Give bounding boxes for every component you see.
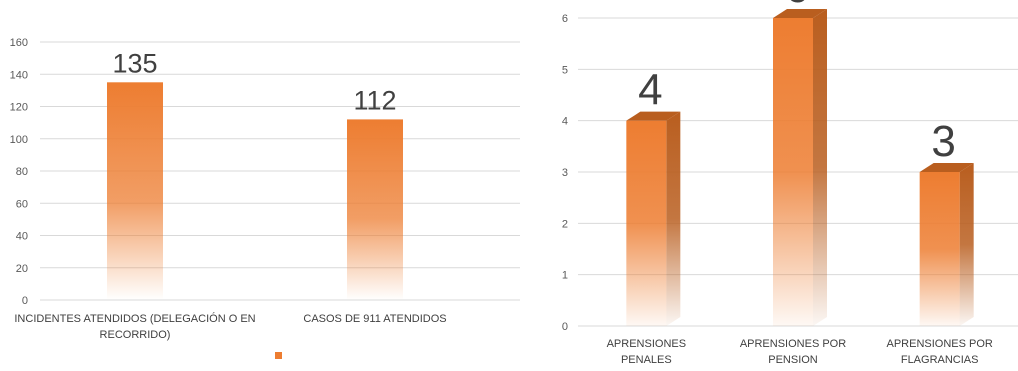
bar bbox=[773, 18, 813, 326]
x-tick-label: CASOS DE 911 ATENDIDOS bbox=[303, 313, 446, 325]
y-tick-label: 2 bbox=[562, 218, 568, 230]
bar-top bbox=[626, 111, 681, 121]
y-tick-label: 40 bbox=[16, 231, 28, 243]
apprehensions-chart: 0 1 2 3 4 5 6 4 APRENSIONES PENALES 6 APRENSIONES P… bbox=[540, 0, 1018, 371]
legend-marker bbox=[275, 352, 282, 359]
bar-side bbox=[666, 111, 681, 327]
data-label: 135 bbox=[112, 48, 157, 78]
bar bbox=[347, 119, 403, 301]
y-tick-label: 0 bbox=[562, 321, 568, 333]
x-tick-label: APRENSIONES POR bbox=[886, 338, 992, 350]
y-tick-label: 100 bbox=[10, 134, 28, 146]
data-label: 112 bbox=[353, 85, 396, 115]
bar-side bbox=[959, 163, 974, 326]
x-tick-label: INCIDENTES ATENDIDOS (DELEGACIÓN O EN bbox=[14, 312, 255, 325]
data-label: 6 bbox=[785, 0, 809, 12]
bar-top bbox=[773, 9, 827, 18]
y-tick-label: 160 bbox=[10, 37, 28, 49]
y-tick-label: 5 bbox=[562, 64, 568, 76]
data-label: 4 bbox=[638, 66, 662, 115]
bar-top bbox=[919, 163, 974, 172]
x-tick-label: PENSION bbox=[768, 354, 818, 366]
y-tick-label: 20 bbox=[16, 263, 28, 275]
x-tick-label: PENALES bbox=[621, 354, 672, 366]
y-tick-label: 80 bbox=[16, 166, 28, 178]
y-tick-label: 60 bbox=[16, 198, 28, 210]
x-tick-label: FLAGRANCIAS bbox=[901, 354, 979, 366]
y-tick-label: 4 bbox=[562, 116, 568, 128]
data-label: 3 bbox=[931, 117, 955, 166]
x-tick-label: RECORRIDO) bbox=[100, 329, 171, 341]
y-tick-label: 3 bbox=[562, 167, 568, 179]
bar bbox=[626, 120, 667, 327]
bar bbox=[919, 172, 960, 326]
incidents-chart: 0 20 40 60 80 100 120 140 160 135 INCIDENTES ATEND… bbox=[10, 37, 520, 359]
y-tick-label: 1 bbox=[562, 270, 568, 282]
y-tick-label: 120 bbox=[10, 102, 28, 114]
bar-side bbox=[813, 9, 827, 326]
x-tick-label: APRENSIONES POR bbox=[740, 338, 846, 350]
apprehensions-chart-svg: 0 1 2 3 4 5 6 4 APRENSIONES PENALES 6 APRENSIONES P… bbox=[562, 0, 1018, 366]
y-tick-label: 140 bbox=[10, 69, 28, 81]
y-tick-label: 0 bbox=[22, 295, 28, 307]
incidents-chart-svg: 0 20 40 60 80 100 120 140 160 135 INCIDENTES ATEND… bbox=[10, 37, 520, 359]
x-tick-label: APRENSIONES bbox=[607, 338, 686, 350]
bar bbox=[107, 82, 163, 300]
y-tick-label: 6 bbox=[562, 13, 568, 25]
